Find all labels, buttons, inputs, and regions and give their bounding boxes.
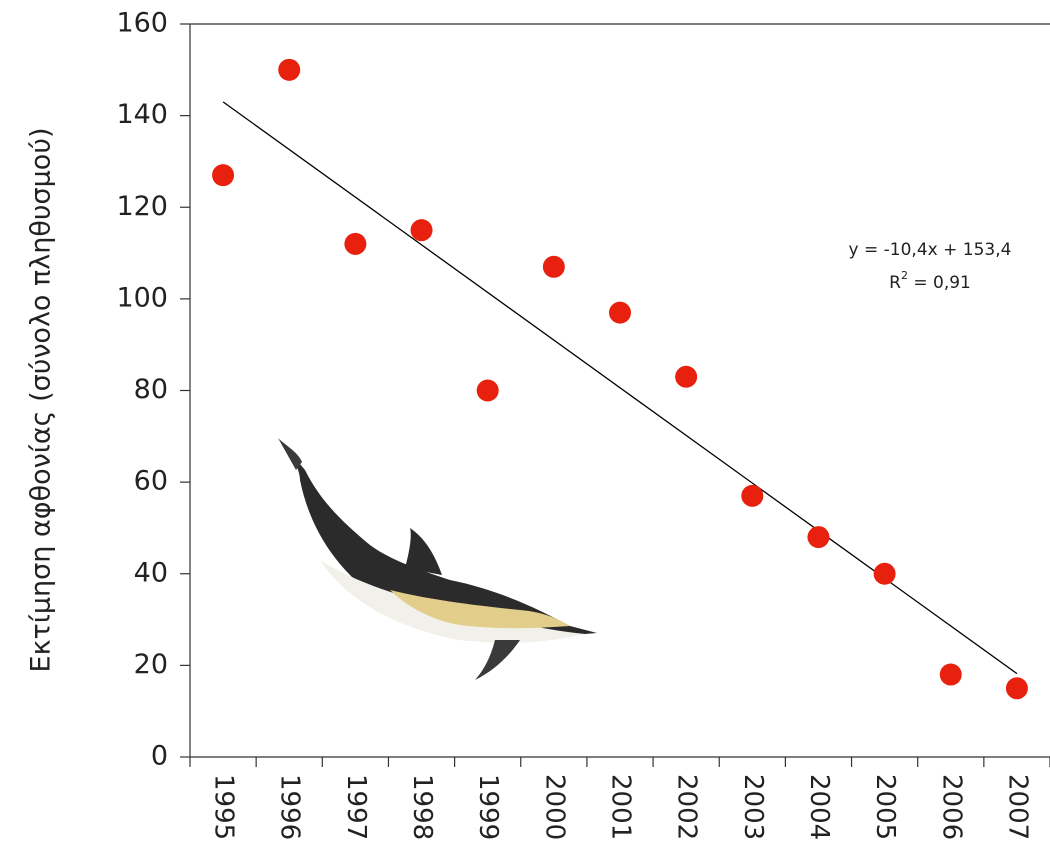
point bbox=[807, 526, 829, 548]
r-squared-base: R bbox=[889, 273, 901, 293]
x-tick-label: 2006 bbox=[936, 774, 966, 840]
point bbox=[543, 256, 565, 278]
y-tick-label: 60 bbox=[134, 466, 168, 497]
point bbox=[609, 302, 631, 324]
x-tick-label: 1995 bbox=[209, 774, 239, 840]
point bbox=[344, 233, 366, 255]
r-squared-text: = 0,91 bbox=[908, 273, 971, 293]
x-tick-label: 2001 bbox=[606, 774, 636, 840]
x-tick-label: 2004 bbox=[804, 774, 834, 840]
x-tick-label: 1998 bbox=[407, 774, 437, 840]
y-tick-label: 40 bbox=[134, 557, 168, 588]
point bbox=[212, 164, 234, 186]
x-tick-label: 2000 bbox=[539, 774, 569, 840]
y-axis-label: Εκτίμηση αφθονίας (σύνολο πληθυσμού) bbox=[26, 128, 57, 673]
point bbox=[874, 563, 896, 585]
x-tick-label: 1996 bbox=[275, 774, 305, 840]
y-tick-label: 120 bbox=[116, 191, 168, 222]
x-tick-label: 2005 bbox=[870, 774, 900, 840]
point bbox=[477, 380, 499, 402]
r-squared-exponent: 2 bbox=[901, 269, 908, 282]
y-tick-label: 140 bbox=[116, 99, 168, 130]
point bbox=[940, 664, 962, 686]
y-tick-label: 20 bbox=[134, 649, 168, 680]
x-tick-label: 2002 bbox=[672, 774, 702, 840]
point bbox=[1006, 677, 1028, 699]
x-tick-label: 1999 bbox=[473, 774, 503, 840]
x-tick-label: 2003 bbox=[738, 774, 768, 840]
y-tick-label: 160 bbox=[116, 8, 168, 39]
trendline-equation: y = -10,4x + 153,4 bbox=[849, 240, 1012, 260]
r-squared: R2 = 0,91 bbox=[889, 269, 971, 293]
x-tick-label: 2007 bbox=[1002, 774, 1032, 840]
point bbox=[741, 485, 763, 507]
point bbox=[675, 366, 697, 388]
dolphin-illustration bbox=[278, 438, 597, 680]
y-tick-label: 80 bbox=[134, 374, 168, 405]
point bbox=[411, 219, 433, 241]
y-tick-label: 0 bbox=[151, 741, 168, 772]
point bbox=[278, 59, 300, 81]
trendline bbox=[223, 102, 1017, 674]
x-tick-label: 1997 bbox=[341, 774, 371, 840]
y-tick-label: 100 bbox=[116, 282, 168, 313]
chart: Εκτίμηση αφθονίας (σύνολο πληθυσμού) 0 20… bbox=[0, 0, 1050, 848]
